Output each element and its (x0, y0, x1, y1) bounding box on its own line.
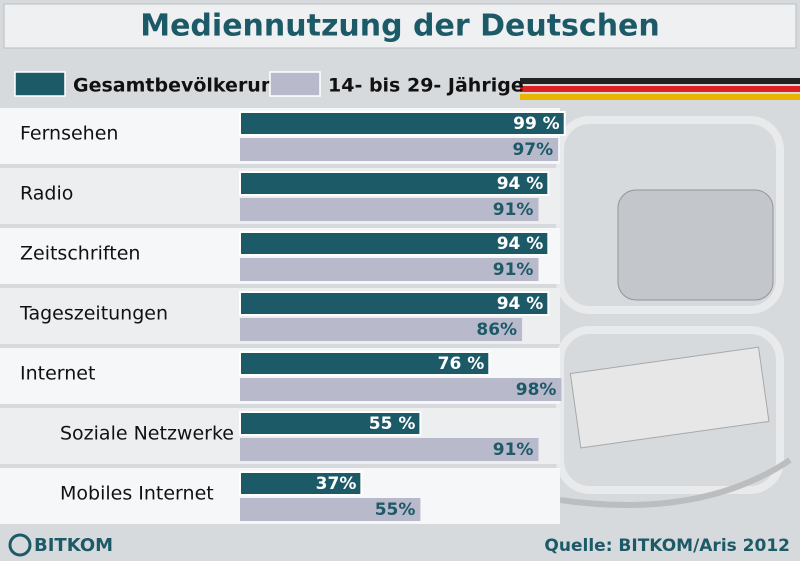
value-label: 37% (316, 474, 357, 494)
device-decoration (556, 116, 792, 508)
bar (240, 318, 523, 341)
bar (239, 471, 363, 496)
value-label: 91% (493, 260, 534, 280)
value-label: 94 % (497, 174, 544, 194)
legend-swatch (14, 71, 66, 97)
category-label: Fernsehen (20, 123, 118, 145)
bar (239, 291, 550, 316)
value-label: 55 % (369, 414, 416, 434)
bar (239, 111, 566, 136)
bar (240, 378, 562, 401)
flag-decoration (520, 78, 800, 100)
legend-label: Gesamtbevölkerung (73, 75, 288, 97)
title-bar (3, 3, 797, 49)
value-label: 86% (476, 320, 517, 340)
value-label: 97% (512, 140, 553, 160)
category-label: Zeitschriften (20, 243, 140, 265)
bar (239, 231, 550, 256)
bar (240, 438, 539, 461)
value-label: 55% (375, 500, 416, 520)
footer: BITKOM Quelle: BITKOM/Aris 2012 (8, 533, 790, 557)
category-label: Soziale Netzwerke (60, 423, 234, 445)
value-label: 94 % (497, 234, 544, 254)
logo: BITKOM (34, 535, 113, 556)
value-label: 76 % (438, 354, 485, 374)
category-label: Mobiles Internet (60, 483, 214, 505)
chart-title: Mediennutzung der Deutschen (140, 9, 660, 44)
value-label: 94 % (497, 294, 544, 314)
bar (239, 351, 491, 376)
bar (239, 411, 422, 436)
bar (240, 198, 539, 221)
bar (239, 171, 550, 196)
category-label: Internet (20, 363, 95, 385)
value-label: 91% (493, 440, 534, 460)
bar (240, 498, 421, 521)
logo-icon (8, 533, 32, 557)
legend-swatch (269, 71, 321, 97)
bar (240, 138, 559, 161)
category-label: Radio (20, 183, 73, 205)
value-label: 98% (516, 380, 557, 400)
bar (240, 258, 539, 281)
value-label: 91% (493, 200, 534, 220)
category-label: Tageszeitungen (19, 303, 168, 325)
source: Quelle: BITKOM/Aris 2012 (544, 536, 790, 556)
legend-label: 14- bis 29- Jährige (328, 75, 524, 97)
value-label: 99 % (513, 114, 560, 134)
